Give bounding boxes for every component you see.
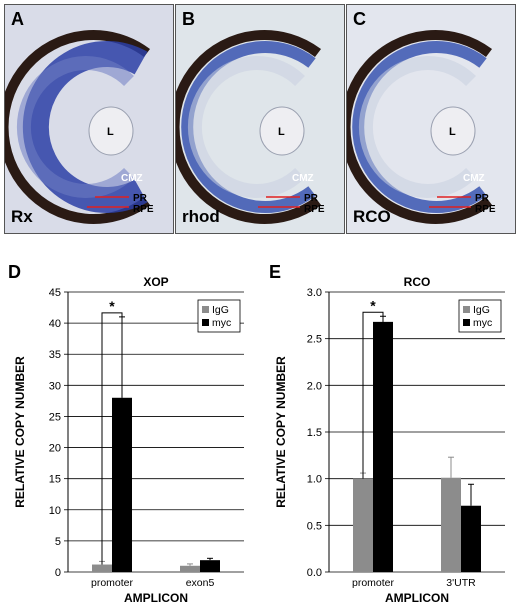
chart-d-svg: D XOP 0 5 10 15 20 25 30 35 40 45 promoter exon5 * IgGm…: [8, 262, 244, 605]
x-tick-label: exon5: [186, 577, 215, 589]
cmz-label: CMZ: [292, 173, 314, 184]
x-axis-label: AMPLICON: [385, 591, 449, 605]
y-tick-label: 30: [49, 380, 61, 392]
lens: [88, 106, 134, 156]
legend-swatch: [463, 319, 470, 326]
chart-panel-e: E RCO 0.0 0.5 1.0 1.5 2.0 2.5 3.0 promoter 3'UTR * I…: [261, 258, 521, 606]
chart-panel-d: D XOP 0 5 10 15 20 25 30 35 40 45 promoter exon5 * IgG m…: [0, 258, 260, 606]
rpe-label: RPE: [475, 204, 496, 215]
y-axis-label: RELATIVE COPY NUMBER: [13, 356, 27, 508]
lens-label: L: [107, 126, 114, 138]
significance-bracket: [101, 312, 123, 565]
chart-title: RCO: [404, 275, 431, 289]
bar-igg-1: [441, 477, 461, 572]
panel-letter: C: [353, 9, 366, 29]
panel-letter: E: [269, 262, 281, 282]
rpe-layer: [347, 30, 493, 224]
y-tick-label: 1.5: [307, 427, 322, 439]
legend-box: [197, 299, 241, 333]
y-axis-label: RELATIVE COPY NUMBER: [274, 356, 288, 508]
y-tick-label: 20: [49, 443, 61, 455]
x-tick-label: 3'UTR: [446, 577, 476, 589]
y-tick-label: 2.5: [307, 334, 322, 346]
rpe-layer: [176, 30, 322, 224]
legend-label: myc: [473, 317, 492, 329]
lens-label: L: [278, 126, 285, 138]
inner-retina: [358, 56, 476, 198]
y-tick-label: 0.0: [307, 567, 322, 579]
significance-bracket: [362, 311, 384, 479]
panel-marker-label: rhod: [182, 207, 220, 226]
chart-title: XOP: [143, 275, 168, 289]
lens: [259, 106, 305, 156]
lens: [430, 106, 476, 156]
legend-swatch: [463, 306, 470, 313]
y-tick-label: 25: [49, 411, 61, 423]
lens-label: L: [449, 126, 456, 138]
y-tick-label: 10: [49, 505, 61, 517]
bar-myc-1: [200, 560, 220, 572]
x-axis-label: AMPLICON: [124, 591, 188, 605]
y-tick-label: 40: [49, 318, 61, 330]
cmz-label: CMZ: [463, 173, 485, 184]
bar-myc-0: [373, 321, 393, 572]
bar-myc-0: [112, 397, 132, 572]
micrograph-panel-c: L CMZ PR RPE C RCO: [346, 4, 516, 234]
cmz-label: CMZ: [121, 173, 143, 184]
y-tick-label: 1.0: [307, 474, 322, 486]
inner-retina: [16, 56, 134, 198]
y-tick-label: 3.0: [307, 287, 322, 299]
significance-star: *: [370, 297, 376, 313]
chart-e-svg: E RCO 0.0 0.5 1.0 1.5 2.0 2.5 3.0 promoter 3'UTR * I…: [269, 262, 505, 605]
legend-swatch: [202, 319, 209, 326]
y-tick-label: 2.0: [307, 380, 322, 392]
rpe-label: RPE: [304, 204, 325, 215]
panel-letter: D: [8, 262, 21, 282]
y-tick-label: 0.5: [307, 520, 322, 532]
inner-retina: [187, 56, 305, 198]
rpe-layer: [5, 30, 151, 224]
x-tick-label: promoter: [91, 577, 134, 589]
panel-letter: A: [11, 9, 24, 29]
y-tick-label: 45: [49, 287, 61, 299]
panel-marker-label: Rx: [11, 207, 33, 226]
pr-label: PR: [133, 193, 148, 204]
y-tick-label: 5: [55, 536, 61, 548]
significance-star: *: [109, 298, 115, 314]
bar-myc-1: [461, 505, 481, 572]
legend-label: IgG: [473, 304, 490, 316]
pr-label: PR: [475, 193, 490, 204]
bar-igg-0: [92, 564, 112, 572]
legend-box: [458, 299, 502, 333]
panel-marker-label: RCO: [353, 207, 391, 226]
bar-igg-0: [353, 478, 373, 572]
micrograph-panel-a: L CMZ PR RPE A Rx: [4, 4, 174, 234]
pr-label: PR: [304, 193, 319, 204]
legend-swatch: [202, 306, 209, 313]
bar-igg-1: [180, 565, 200, 572]
x-tick-label: promoter: [352, 577, 395, 589]
y-tick-label: 35: [49, 349, 61, 361]
y-tick-label: 15: [49, 474, 61, 486]
panel-letter: B: [182, 9, 195, 29]
y-tick-label: 0: [55, 567, 61, 579]
stained-retina-layer: [22, 41, 148, 213]
rpe-label: RPE: [133, 204, 154, 215]
legend-label: IgG: [212, 304, 229, 316]
legend-label: myc: [212, 317, 231, 329]
